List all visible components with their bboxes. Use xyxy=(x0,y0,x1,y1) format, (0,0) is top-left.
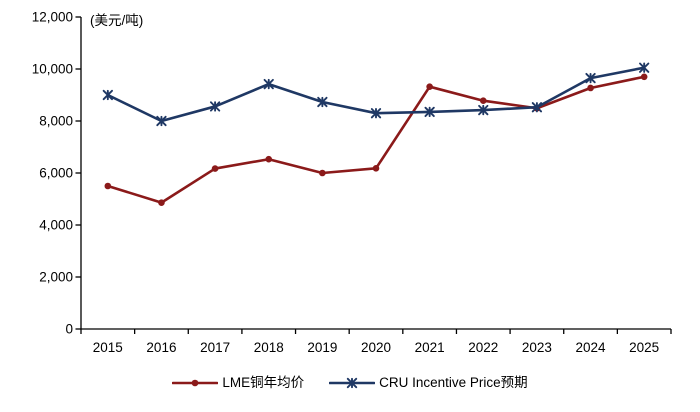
svg-text:8,000: 8,000 xyxy=(39,114,73,129)
lme-line-marker-icon xyxy=(172,379,219,387)
legend-item-cru: CRU Incentive Price预期 xyxy=(329,375,528,391)
svg-text:2018: 2018 xyxy=(254,340,284,355)
svg-text:2021: 2021 xyxy=(415,340,445,355)
svg-text:2020: 2020 xyxy=(361,340,391,355)
legend-item-lme: LME铜年均价 xyxy=(172,375,304,391)
svg-text:2019: 2019 xyxy=(307,340,337,355)
svg-text:10,000: 10,000 xyxy=(32,62,73,77)
svg-text:6,000: 6,000 xyxy=(39,166,73,181)
svg-text:2025: 2025 xyxy=(629,340,659,355)
svg-text:2,000: 2,000 xyxy=(39,270,73,285)
svg-text:12,000: 12,000 xyxy=(32,10,73,25)
svg-text:(美元/吨): (美元/吨) xyxy=(90,13,143,28)
svg-text:2015: 2015 xyxy=(93,340,123,355)
svg-text:4,000: 4,000 xyxy=(39,218,73,233)
svg-text:2016: 2016 xyxy=(146,340,176,355)
svg-text:2023: 2023 xyxy=(522,340,552,355)
legend-label-lme: LME铜年均价 xyxy=(222,375,305,390)
chart-legend: LME铜年均价 CRU Incentive Price预期 xyxy=(0,375,700,391)
svg-text:2024: 2024 xyxy=(576,340,607,355)
svg-text:0: 0 xyxy=(65,322,73,337)
svg-text:2017: 2017 xyxy=(200,340,230,355)
svg-text:2022: 2022 xyxy=(468,340,498,355)
cru-line-marker-icon xyxy=(329,377,376,389)
legend-label-cru: CRU Incentive Price预期 xyxy=(379,375,528,390)
